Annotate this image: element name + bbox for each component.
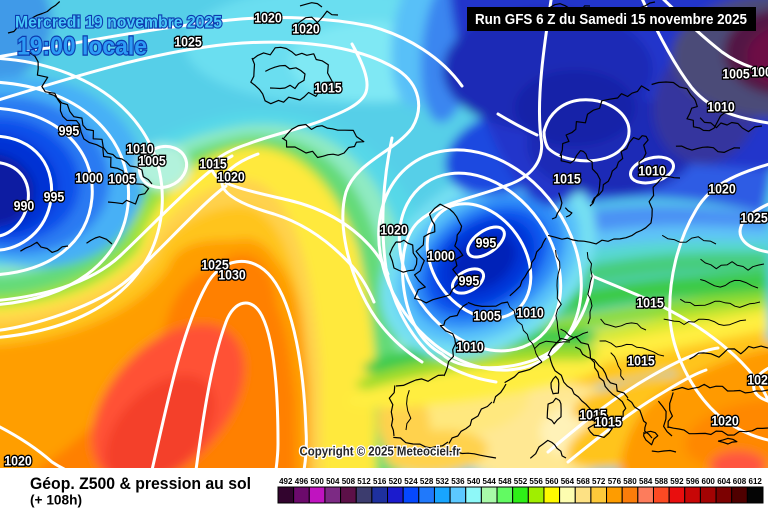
svg-text:1020: 1020: [380, 223, 408, 238]
svg-text:1020: 1020: [4, 454, 32, 469]
svg-text:600: 600: [702, 476, 716, 486]
svg-text:524: 524: [404, 476, 418, 486]
svg-text:604: 604: [717, 476, 731, 486]
svg-text:1020: 1020: [711, 414, 739, 429]
svg-text:560: 560: [545, 476, 559, 486]
svg-text:568: 568: [576, 476, 590, 486]
svg-text:1010: 1010: [638, 164, 666, 179]
svg-text:Run GFS 6 Z du Samedi 15 novem: Run GFS 6 Z du Samedi 15 novembre 2025: [475, 12, 747, 28]
svg-text:1000: 1000: [75, 171, 103, 186]
svg-text:1010: 1010: [126, 142, 154, 157]
svg-text:1000: 1000: [427, 249, 455, 264]
svg-text:1025: 1025: [747, 373, 768, 388]
svg-text:548: 548: [498, 476, 512, 486]
svg-text:1015: 1015: [636, 296, 664, 311]
svg-text:(+ 108h): (+ 108h): [30, 492, 82, 508]
svg-text:596: 596: [686, 476, 700, 486]
svg-text:528: 528: [420, 476, 434, 486]
svg-text:1025: 1025: [201, 258, 229, 273]
svg-text:612: 612: [749, 476, 763, 486]
svg-text:556: 556: [529, 476, 543, 486]
svg-text:990: 990: [14, 199, 35, 214]
svg-text:995: 995: [459, 274, 480, 289]
svg-text:1015: 1015: [199, 157, 227, 172]
svg-text:1020: 1020: [292, 22, 320, 37]
svg-text:492: 492: [279, 476, 293, 486]
svg-text:1015: 1015: [553, 172, 581, 187]
svg-text:520: 520: [389, 476, 403, 486]
svg-text:508: 508: [342, 476, 356, 486]
svg-text:580: 580: [623, 476, 637, 486]
svg-text:Géop. Z500 & pression au sol: Géop. Z500 & pression au sol: [30, 474, 251, 493]
svg-text:1015: 1015: [594, 415, 622, 430]
svg-text:516: 516: [373, 476, 387, 486]
svg-text:496: 496: [295, 476, 309, 486]
svg-text:540: 540: [467, 476, 481, 486]
svg-text:1005: 1005: [138, 154, 166, 169]
svg-text:1010: 1010: [707, 100, 735, 115]
svg-text:592: 592: [670, 476, 684, 486]
svg-text:584: 584: [639, 476, 653, 486]
svg-text:1005: 1005: [108, 172, 136, 187]
svg-text:536: 536: [451, 476, 465, 486]
svg-text:588: 588: [655, 476, 669, 486]
svg-text:1005: 1005: [473, 309, 501, 324]
svg-text:1015: 1015: [579, 408, 607, 423]
svg-text:512: 512: [357, 476, 371, 486]
svg-text:Mercredi 19 novembre 2025: Mercredi 19 novembre 2025: [15, 14, 222, 32]
svg-text:1020: 1020: [217, 170, 245, 185]
svg-text:500: 500: [310, 476, 324, 486]
svg-text:1020: 1020: [254, 11, 282, 26]
svg-text:1030: 1030: [218, 268, 246, 283]
svg-text:1000: 1000: [751, 65, 768, 80]
svg-text:576: 576: [608, 476, 622, 486]
svg-text:1015: 1015: [627, 354, 655, 369]
svg-text:1015: 1015: [314, 81, 342, 96]
svg-text:1025: 1025: [174, 35, 202, 50]
svg-text:608: 608: [733, 476, 747, 486]
svg-text:19:00 locale: 19:00 locale: [17, 33, 147, 61]
svg-text:1010: 1010: [516, 306, 544, 321]
svg-text:572: 572: [592, 476, 606, 486]
svg-text:995: 995: [59, 124, 80, 139]
svg-text:564: 564: [561, 476, 575, 486]
svg-text:1005: 1005: [722, 67, 750, 82]
svg-text:544: 544: [483, 476, 497, 486]
svg-text:995: 995: [476, 236, 497, 251]
svg-text:995: 995: [44, 190, 65, 205]
svg-text:1020: 1020: [708, 182, 736, 197]
svg-text:1025: 1025: [740, 211, 768, 226]
svg-text:552: 552: [514, 476, 528, 486]
svg-text:Copyright © 2025 Meteociel.fr: Copyright © 2025 Meteociel.fr: [300, 444, 461, 459]
svg-text:532: 532: [436, 476, 450, 486]
svg-text:504: 504: [326, 476, 340, 486]
svg-text:1010: 1010: [456, 340, 484, 355]
